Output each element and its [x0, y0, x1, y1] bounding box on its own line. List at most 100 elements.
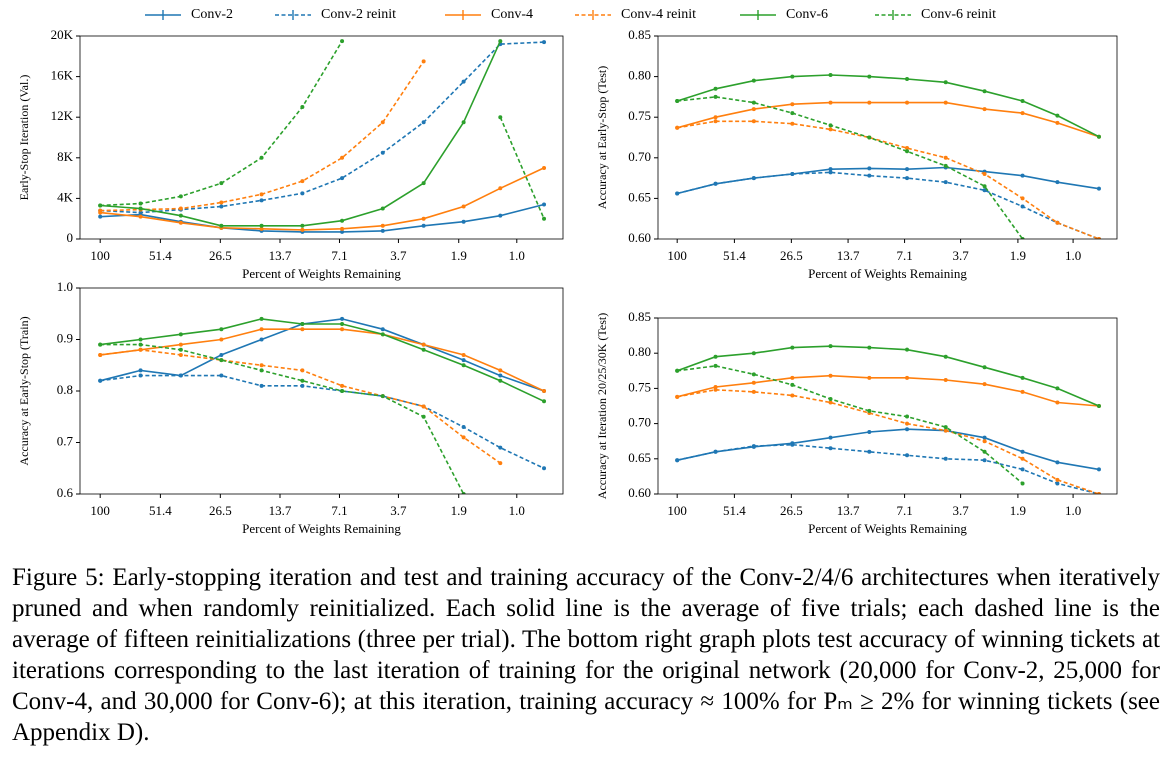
point — [498, 461, 503, 466]
point — [259, 155, 264, 160]
point — [380, 327, 385, 332]
point — [300, 383, 305, 388]
point — [1096, 186, 1101, 191]
y-tick-label: 0.85 — [628, 309, 651, 324]
x-tick-label: 100 — [667, 248, 687, 263]
y-tick-label: 0.85 — [628, 27, 651, 42]
point — [828, 396, 833, 401]
point — [751, 176, 756, 181]
series-line — [677, 428, 1100, 471]
point — [828, 123, 833, 128]
y-tick-label: 0.80 — [628, 68, 651, 83]
point — [498, 445, 503, 450]
point — [867, 449, 872, 454]
plot-frame — [79, 287, 564, 495]
point — [542, 165, 547, 170]
point — [1096, 237, 1101, 239]
plot-frame — [657, 317, 1118, 495]
x-tick-label: 13.7 — [837, 248, 860, 263]
plot: 0 4K 8K 12K 16K 20K 100 51.4 26.5 13.7 7.1 3.7 1.9 1.… — [17, 27, 564, 281]
point — [790, 345, 795, 350]
point — [905, 146, 910, 151]
point — [380, 150, 385, 155]
point — [943, 354, 948, 359]
point — [259, 383, 264, 388]
point — [905, 421, 910, 426]
x-tick-label: 1.0 — [509, 503, 525, 518]
point — [1020, 375, 1025, 380]
point — [790, 121, 795, 126]
point — [340, 218, 345, 223]
series-layer — [675, 72, 1101, 239]
point — [178, 206, 183, 211]
series-line — [100, 318, 545, 403]
x-tick-label: 1.9 — [451, 248, 467, 263]
point — [178, 194, 183, 199]
point — [751, 389, 756, 394]
point — [421, 120, 426, 125]
point — [300, 223, 305, 228]
point — [943, 180, 948, 185]
point — [259, 316, 264, 321]
point — [1020, 467, 1025, 472]
x-tick-label: 3.7 — [952, 248, 969, 263]
x-tick-label: 26.5 — [780, 503, 803, 518]
point — [219, 358, 224, 363]
y-tick-label: 0.70 — [628, 415, 651, 430]
point — [790, 442, 795, 447]
series-line — [677, 374, 1100, 407]
point — [542, 40, 547, 45]
y-tick-label: 16K — [51, 68, 74, 83]
point — [300, 191, 305, 196]
plot-frame — [79, 35, 564, 240]
point — [867, 430, 872, 435]
y-tick-label: 0.75 — [628, 379, 651, 394]
y-tick-label: 0.65 — [628, 189, 651, 204]
plot: 0.60 0.65 0.70 0.75 0.80 0.85 100 51.4 26.5 13.7 7… — [595, 27, 1118, 281]
point — [340, 316, 345, 321]
series-layer — [98, 316, 547, 494]
x-tick-label: 13.7 — [837, 503, 860, 518]
point — [421, 342, 426, 347]
point — [867, 135, 872, 140]
x-tick-label: 51.4 — [149, 248, 172, 263]
y-tick-label: 20K — [51, 27, 74, 42]
point — [943, 100, 948, 105]
point — [1020, 237, 1025, 239]
legend-label: Conv-6 reinit — [921, 7, 996, 22]
x-tick-label: 3.7 — [952, 503, 969, 518]
point — [1096, 404, 1101, 408]
series-layer — [675, 344, 1101, 494]
point — [1055, 120, 1060, 125]
point — [713, 449, 718, 454]
point — [380, 228, 385, 233]
point — [340, 383, 345, 388]
legend-label: Conv-4 — [491, 7, 533, 22]
point — [340, 176, 345, 181]
point — [905, 427, 910, 432]
point — [790, 375, 795, 380]
y-tick-label: 0.60 — [628, 230, 651, 245]
point — [943, 163, 948, 168]
x-tick-label: 51.4 — [723, 248, 746, 263]
x-tick-label: 100 — [90, 503, 110, 518]
point — [713, 119, 718, 124]
point — [178, 342, 183, 347]
x-tick-label: 7.1 — [896, 503, 912, 518]
point — [300, 105, 305, 110]
point — [340, 322, 345, 327]
point — [790, 172, 795, 177]
series-line — [677, 120, 1100, 239]
y-axis-label: Accuracy at Early-Stop (Test) — [595, 66, 609, 209]
point — [421, 414, 426, 419]
point — [1055, 113, 1060, 118]
x-tick-label: 1.0 — [1065, 248, 1081, 263]
point — [828, 373, 833, 378]
point — [498, 39, 503, 44]
point — [380, 332, 385, 337]
point — [943, 155, 948, 160]
point — [461, 219, 466, 224]
point — [300, 378, 305, 383]
point — [1020, 98, 1025, 103]
point — [828, 72, 833, 77]
